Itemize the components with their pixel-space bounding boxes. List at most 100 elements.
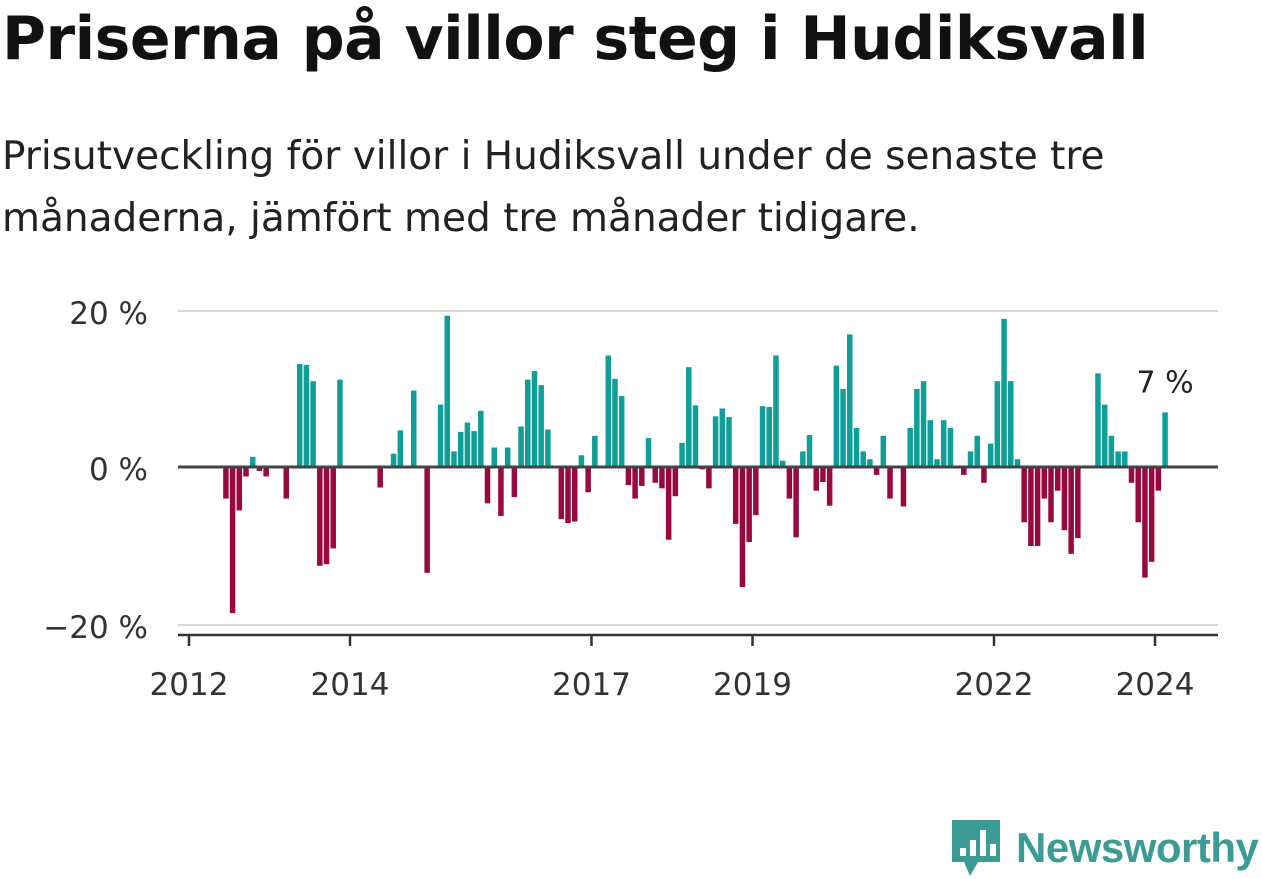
bar <box>303 364 310 467</box>
last-value-label: 7 % <box>1136 365 1193 400</box>
bar <box>1101 404 1108 467</box>
bar <box>759 406 766 467</box>
chart-subtitle: Prisutveckling för villor i Hudiksvall u… <box>2 134 1105 241</box>
y-tick-label: 20 % <box>69 296 148 332</box>
bar <box>753 467 759 516</box>
bar <box>773 355 779 467</box>
bar <box>471 431 477 467</box>
bar <box>1148 467 1155 562</box>
bar <box>732 467 739 524</box>
bar <box>907 428 913 467</box>
bar <box>377 467 383 488</box>
bar <box>1115 451 1121 467</box>
bar <box>1162 412 1168 467</box>
bar <box>645 438 652 467</box>
bar <box>618 396 625 467</box>
bar <box>940 420 947 467</box>
bar <box>1014 459 1021 467</box>
bar <box>947 428 954 467</box>
bar <box>800 451 806 467</box>
bar <box>847 334 853 467</box>
bar <box>994 381 1001 467</box>
bar <box>249 456 256 467</box>
bar <box>672 467 679 497</box>
bar <box>484 467 491 504</box>
bar <box>578 455 585 467</box>
bar <box>974 435 980 467</box>
x-tick-label: 2014 <box>311 667 390 703</box>
bar <box>1061 467 1068 531</box>
bar <box>491 447 497 467</box>
x-tick-label: 2017 <box>552 667 631 703</box>
bar <box>679 442 685 467</box>
bar <box>323 467 330 565</box>
bar <box>538 385 544 467</box>
bar <box>558 467 565 520</box>
bar <box>464 422 471 467</box>
bar <box>880 435 887 467</box>
bar <box>840 389 846 467</box>
bar <box>243 467 249 477</box>
bar <box>478 410 484 467</box>
newsworthy-logo-icon <box>952 820 1000 876</box>
bar <box>451 451 457 467</box>
bar <box>726 417 732 467</box>
bar <box>518 426 524 467</box>
bar <box>236 467 243 511</box>
y-tick-label: −20 % <box>43 610 148 646</box>
bar <box>1028 467 1034 546</box>
bar <box>900 467 907 507</box>
bar <box>652 467 658 483</box>
bar <box>545 429 551 467</box>
bar <box>437 404 444 467</box>
bar <box>779 460 786 467</box>
bar <box>592 435 598 467</box>
bar <box>867 459 873 467</box>
bar <box>397 430 404 467</box>
chart-title: Priserna på villor steg i Hudiksvall <box>2 4 1149 74</box>
bar <box>410 390 417 467</box>
bar <box>1135 467 1141 523</box>
bar <box>739 467 746 588</box>
bar <box>914 389 920 467</box>
bar <box>692 405 699 467</box>
bar <box>766 406 773 467</box>
x-tick-label: 2019 <box>713 667 792 703</box>
bar <box>712 416 719 467</box>
bar <box>504 447 511 467</box>
bar <box>585 467 591 493</box>
bar <box>833 365 840 467</box>
bar <box>665 467 672 540</box>
bar <box>1108 435 1115 467</box>
bar <box>498 467 504 516</box>
bar <box>887 467 893 499</box>
bar-chart: 20 % 0 % −20 %2012 2014 2017 2019 2022 2024 7 % <box>43 296 1218 703</box>
bar <box>317 467 323 566</box>
bar <box>967 451 974 467</box>
bar <box>786 467 793 499</box>
bar <box>223 467 229 499</box>
bar <box>961 467 967 475</box>
bar <box>1054 467 1061 491</box>
bar <box>1048 467 1054 523</box>
bar <box>625 467 632 486</box>
x-tick-label: 2022 <box>955 667 1034 703</box>
bar <box>706 467 712 489</box>
bar <box>390 453 397 467</box>
x-tick-label: 2012 <box>150 667 229 703</box>
bar <box>1142 467 1148 578</box>
bar <box>1068 467 1074 554</box>
bar <box>746 467 752 543</box>
bar <box>229 467 236 614</box>
bar <box>1001 318 1007 467</box>
bar <box>511 467 518 498</box>
bar <box>531 371 538 467</box>
bar <box>820 467 826 483</box>
bar <box>987 443 994 467</box>
bar <box>934 459 940 467</box>
bar <box>813 467 819 491</box>
bar <box>826 467 833 506</box>
bar <box>1075 467 1081 539</box>
bar <box>686 367 692 467</box>
bar <box>1128 467 1135 483</box>
